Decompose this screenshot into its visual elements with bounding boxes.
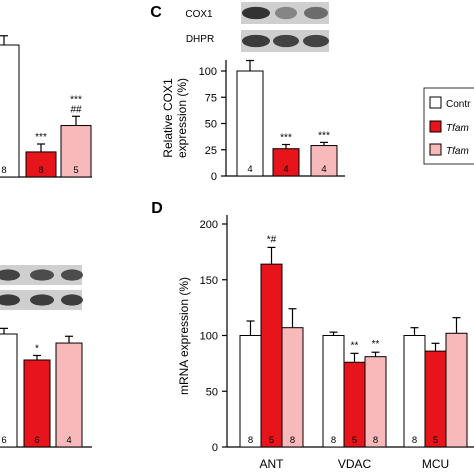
bar-tfam_treated — [310, 145, 338, 177]
legend-swatch — [429, 120, 442, 133]
blot-bottom-2-band-2 — [30, 294, 54, 306]
y-tick-label: 150 — [200, 275, 218, 287]
blot-dhpr-band-2 — [273, 34, 299, 48]
n-label: 8 — [331, 435, 336, 446]
n-label: 5 — [73, 165, 78, 176]
blot-cox1-band-2 — [275, 6, 297, 20]
n-label: 8 — [290, 435, 295, 446]
y-tick-label: 0 — [212, 442, 218, 454]
n-label: 8 — [38, 165, 43, 176]
significance-label: *** — [280, 133, 292, 144]
legend-label: Tfam — [446, 146, 469, 157]
blot-bottom-2-band-1 — [0, 294, 20, 306]
blot-cox1-band-1 — [242, 6, 270, 20]
bar-tfam — [424, 350, 447, 448]
significance-label: *** — [35, 132, 47, 143]
blot-cox1 — [241, 2, 329, 24]
bar-tfam_treated — [445, 332, 468, 448]
n-label: 8 — [248, 435, 253, 446]
y-axis-label: Relative COX1 — [161, 78, 175, 158]
blot-label-cox1: COX1 — [185, 9, 213, 20]
blot-bottom-2-band-3 — [61, 294, 83, 306]
y-tick-label: 200 — [200, 219, 218, 231]
n-label: 5 — [352, 435, 357, 446]
blot-dhpr-band-1 — [242, 34, 270, 48]
legend-box — [423, 87, 474, 165]
blot-cox1-band-3 — [304, 6, 328, 20]
bar-control — [403, 335, 426, 448]
n-label: 5 — [433, 435, 438, 446]
bar-tfam — [25, 151, 57, 178]
panel-label-c: C — [150, 4, 162, 21]
blot-dhpr-band-3 — [303, 34, 329, 48]
bar-tfam_treated — [55, 342, 83, 448]
bar-control — [236, 70, 264, 177]
blot-label-dhpr: DHPR — [186, 34, 214, 45]
bar-tfam — [272, 148, 300, 177]
y-tick-label: 50 — [205, 119, 217, 131]
significance-label: * — [35, 343, 39, 354]
significance-label: ## — [70, 104, 82, 115]
legend-item: Tfam — [429, 120, 469, 134]
blot-bottom-1-band-1 — [0, 269, 20, 281]
panel-label-d: D — [151, 200, 163, 217]
legend-item: Contr — [429, 96, 471, 110]
y-tick-label: 50 — [206, 386, 218, 398]
n-label: 6 — [1, 435, 6, 446]
x-tick-label: ANT — [260, 457, 285, 471]
significance-label: *** — [70, 94, 82, 105]
significance-label: ** — [372, 339, 380, 350]
n-label: 4 — [66, 435, 71, 446]
legend-swatch — [429, 143, 442, 156]
bar-tfam_treated — [60, 125, 92, 178]
bar-control — [0, 333, 18, 448]
bar-tfam_treated — [281, 327, 304, 448]
n-label: 6 — [34, 435, 39, 446]
legend-swatch — [429, 96, 442, 109]
significance-label: ** — [351, 340, 359, 351]
y-tick-label: 75 — [205, 92, 217, 104]
blot-bottom-1-band-3 — [61, 269, 83, 281]
n-label: 8 — [1, 165, 6, 176]
bar-tfam — [260, 263, 283, 448]
x-tick-label: MCU — [422, 457, 449, 471]
y-axis-label: mRNA expression (%) — [177, 277, 191, 395]
bar-tfam_treated — [364, 356, 387, 448]
bar-tfam — [23, 359, 51, 448]
n-label: 5 — [269, 435, 274, 446]
n-label: 4 — [321, 164, 326, 175]
bar-control — [322, 335, 345, 448]
bar-control — [239, 335, 262, 448]
legend-label: Contr — [446, 99, 471, 110]
n-label: 8 — [412, 435, 417, 446]
significance-label: *# — [267, 234, 277, 245]
y-tick-label: 0 — [211, 171, 217, 183]
n-label: 4 — [283, 164, 288, 175]
x-tick-label: VDAC — [338, 457, 372, 471]
y-tick-label: 100 — [200, 331, 218, 343]
n-label: 4 — [247, 164, 252, 175]
y-tick-label: 25 — [205, 145, 217, 157]
y-tick-label: 100 — [199, 66, 217, 78]
bar-control — [0, 44, 20, 178]
n-label: 8 — [373, 435, 378, 446]
blot-bottom-1-band-2 — [30, 269, 54, 281]
y-axis-label: expression (%) — [175, 78, 189, 158]
legend-label: Tfam — [446, 123, 469, 134]
legend-item: Tfam — [429, 143, 469, 157]
significance-label: *** — [318, 130, 330, 141]
